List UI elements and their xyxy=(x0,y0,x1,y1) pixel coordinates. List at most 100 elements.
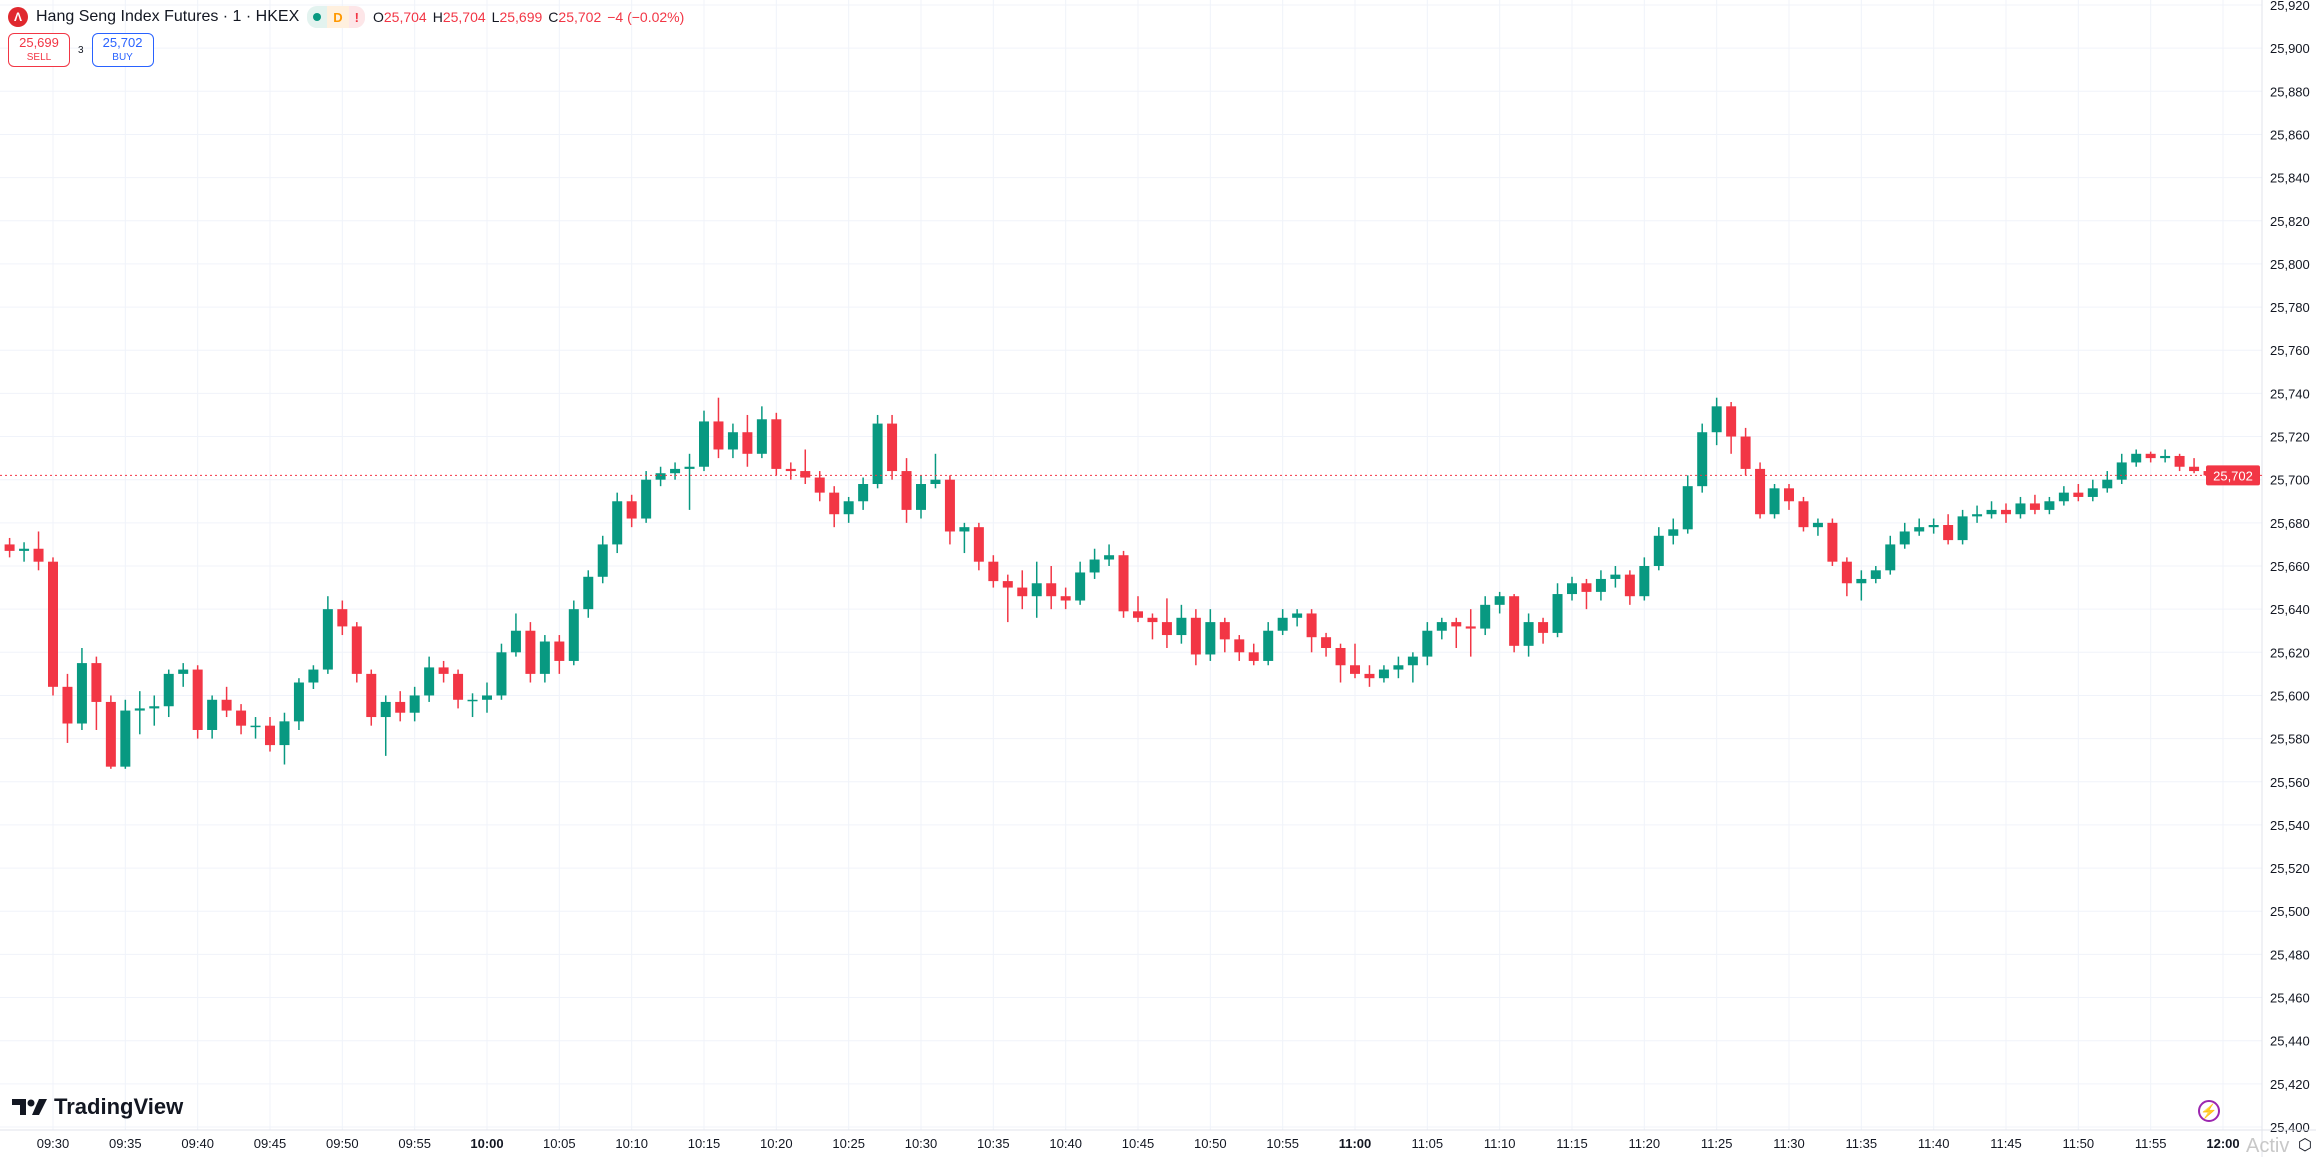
close-value: 25,702 xyxy=(558,9,602,25)
candle-up xyxy=(2131,453,2142,463)
high-label: H xyxy=(432,9,443,25)
y-tick-label: 25,540 xyxy=(2270,818,2310,833)
lightning-icon[interactable]: ⚡ xyxy=(2198,1100,2220,1122)
y-tick-label: 25,620 xyxy=(2270,645,2310,660)
candle-up xyxy=(1552,594,1563,633)
status-badges[interactable]: D ! xyxy=(307,6,365,28)
y-tick-label: 25,400 xyxy=(2270,1120,2310,1135)
candle-up xyxy=(858,484,869,502)
x-tick-label: 11:55 xyxy=(2135,1136,2167,1151)
candle-down xyxy=(1060,596,1071,601)
tradingview-logo-text: TradingView xyxy=(54,1094,184,1119)
y-tick-label: 25,880 xyxy=(2270,84,2310,99)
candle-down xyxy=(742,432,753,454)
y-tick-label: 25,920 xyxy=(2270,0,2310,13)
candle-down xyxy=(785,468,796,472)
candle-down xyxy=(1219,622,1230,640)
x-tick-label: 11:50 xyxy=(2063,1136,2095,1151)
candle-up xyxy=(2102,479,2113,489)
candle-up xyxy=(1075,572,1086,601)
candle-up xyxy=(843,501,854,515)
candle-down xyxy=(829,492,840,515)
candle-up xyxy=(1292,613,1303,618)
candle-up xyxy=(1885,544,1896,571)
candle-up xyxy=(1653,535,1664,566)
x-tick-label: 11:05 xyxy=(1412,1136,1444,1151)
candle-up xyxy=(120,710,131,767)
candle-down xyxy=(1046,583,1057,597)
candle-down xyxy=(2001,509,2011,515)
candle-up xyxy=(1523,622,1534,646)
candle-up xyxy=(1089,559,1100,573)
candle-up xyxy=(1436,622,1447,631)
candle-up xyxy=(1494,596,1505,605)
candle-down xyxy=(2029,503,2040,510)
candle-up xyxy=(756,419,767,454)
candle-up xyxy=(496,652,507,696)
x-tick-label: 09:50 xyxy=(326,1136,359,1151)
x-tick-label: 11:35 xyxy=(1846,1136,1878,1151)
symbol-header: Λ Hang Seng Index Futures · 1 · HKEX D !… xyxy=(8,6,684,28)
y-tick-label: 25,700 xyxy=(2270,473,2310,488)
x-tick-label: 11:00 xyxy=(1339,1136,1372,1151)
symbol-title[interactable]: Hang Seng Index Futures · 1 · HKEX xyxy=(36,8,300,25)
last-price-label-bg xyxy=(2206,465,2260,486)
candle-up xyxy=(1176,617,1187,636)
candle-down xyxy=(236,710,247,726)
high-value: 25,704 xyxy=(442,9,486,25)
candle-down xyxy=(1726,406,1737,437)
candle-up xyxy=(2058,492,2069,502)
candle-up xyxy=(467,699,478,702)
candle-down xyxy=(1509,596,1520,646)
buy-label: BUY xyxy=(112,52,133,63)
candle-up xyxy=(641,479,652,519)
candle-down xyxy=(62,686,73,724)
y-tick-label: 25,900 xyxy=(2270,41,2310,56)
candle-down xyxy=(1133,611,1143,618)
delayed-badge[interactable]: D xyxy=(327,6,349,28)
y-tick-label: 25,500 xyxy=(2270,904,2310,919)
candle-down xyxy=(1234,639,1245,653)
candle-down xyxy=(1784,488,1794,502)
y-tick-label: 25,560 xyxy=(2270,775,2310,790)
tradingview-logo[interactable]: TradingView xyxy=(12,1094,183,1120)
candle-down xyxy=(771,419,782,469)
ohlc-legend: O25,704 H25,704 L25,699 C25,702 −4 (−0.0… xyxy=(373,9,684,25)
candle-up xyxy=(670,468,681,474)
y-tick-label: 25,640 xyxy=(2270,602,2310,617)
candle-down xyxy=(48,561,58,687)
candle-up xyxy=(1639,566,1650,597)
x-tick-label: 11:10 xyxy=(1484,1136,1516,1151)
x-tick-label: 10:30 xyxy=(905,1136,938,1151)
candle-up xyxy=(207,699,218,730)
change-value: −4 (−0.02%) xyxy=(607,9,685,25)
buy-button[interactable]: 25,702 BUY xyxy=(91,33,154,67)
candle-up xyxy=(279,721,290,746)
candle-down xyxy=(438,667,449,674)
candle-down xyxy=(1335,647,1346,666)
y-tick-label: 25,860 xyxy=(2270,127,2310,142)
candle-down xyxy=(1248,652,1259,661)
candle-up xyxy=(1697,432,1708,487)
sell-button[interactable]: 25,699 SELL xyxy=(8,33,70,67)
x-tick-label: 11:45 xyxy=(1990,1136,2022,1151)
y-tick-label: 25,580 xyxy=(2270,732,2310,747)
candle-up xyxy=(1769,488,1780,515)
x-tick-label: 11:25 xyxy=(1701,1136,1733,1151)
candle-up xyxy=(409,695,420,713)
settings-icon[interactable]: ⬡ xyxy=(2298,1137,2312,1154)
candle-up xyxy=(539,641,550,674)
candle-up xyxy=(1610,574,1621,579)
candle-down xyxy=(800,471,811,478)
x-tick-label: 11:30 xyxy=(1773,1136,1805,1151)
candle-up xyxy=(1899,531,1910,545)
candle-down xyxy=(1827,522,1838,562)
candle-down xyxy=(453,673,464,700)
x-tick-label: 09:55 xyxy=(398,1136,431,1151)
alert-badge[interactable]: ! xyxy=(348,6,365,28)
y-tick-label: 25,420 xyxy=(2270,1077,2310,1092)
candle-up xyxy=(380,701,391,718)
candle-down xyxy=(814,477,825,493)
candle-up xyxy=(1957,516,1968,541)
